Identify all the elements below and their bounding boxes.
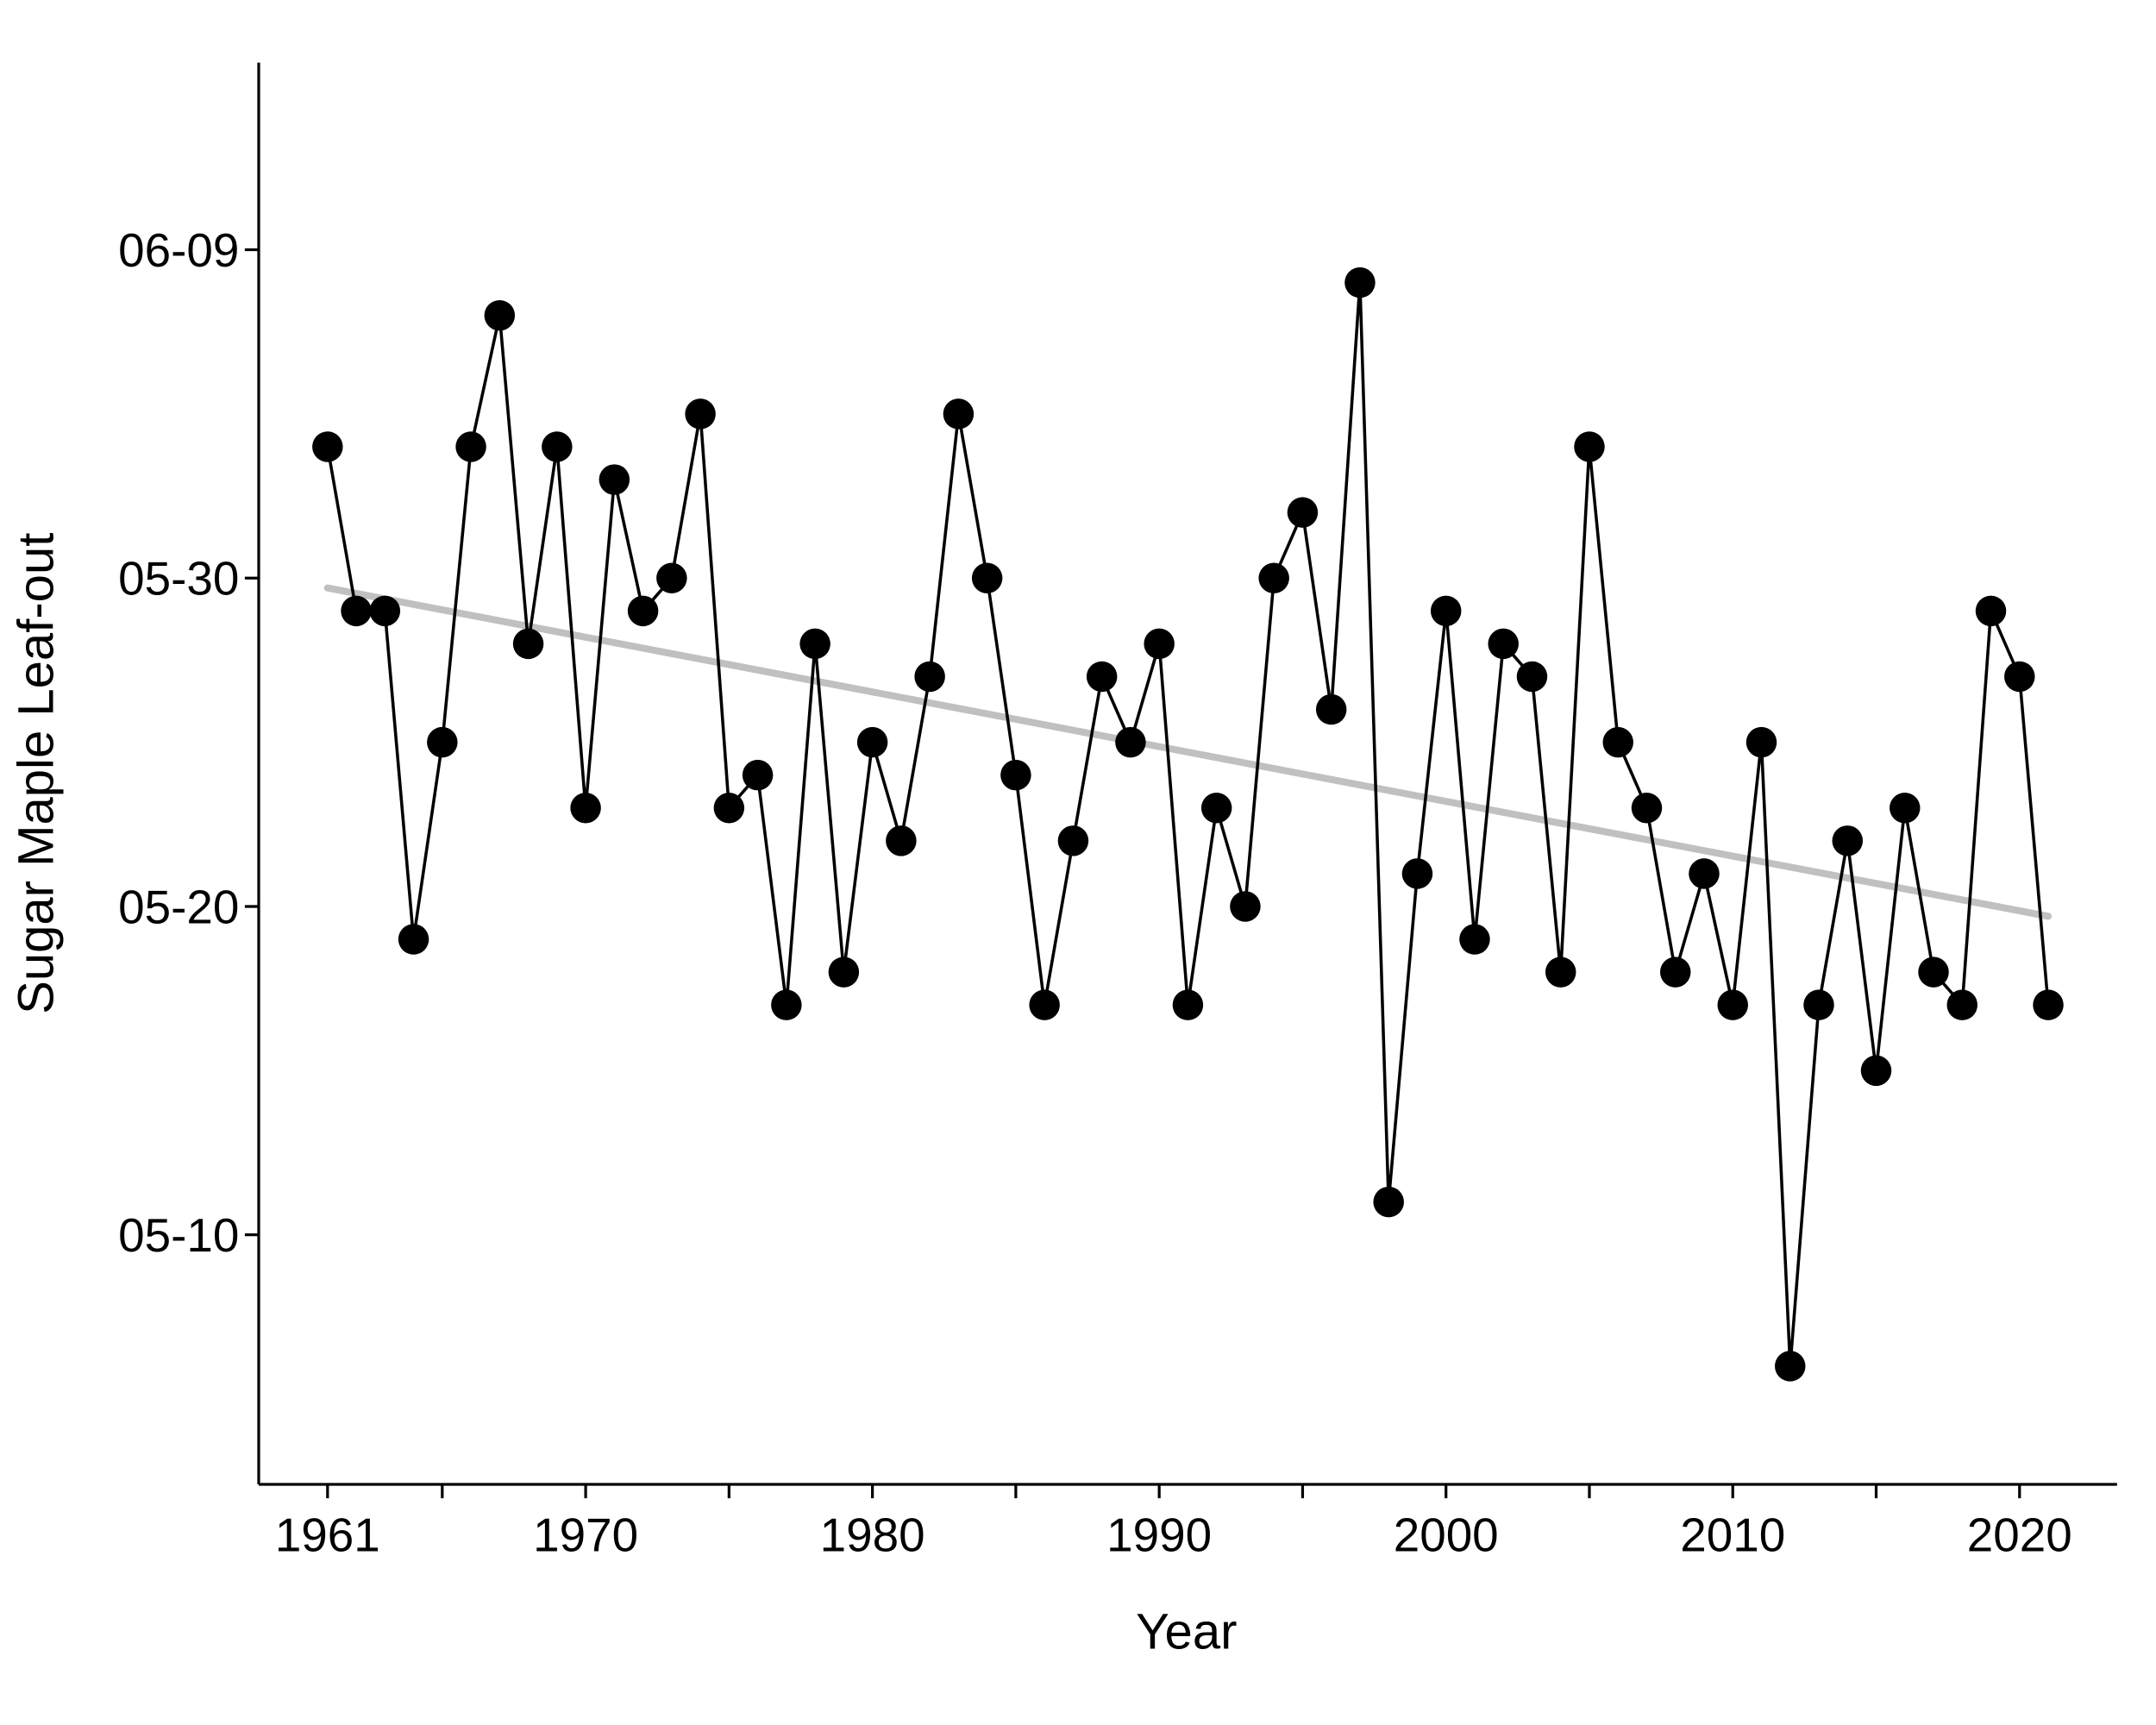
data-point xyxy=(1659,957,1691,988)
data-point xyxy=(1860,1055,1892,1087)
data-point xyxy=(1459,924,1490,955)
data-point xyxy=(1832,825,1863,856)
data-point xyxy=(886,825,917,856)
data-point xyxy=(1516,661,1548,693)
data-point xyxy=(1631,793,1663,824)
x-tick-label: 1961 xyxy=(275,1508,380,1561)
data-point xyxy=(1488,628,1519,660)
x-tick-label: 1980 xyxy=(820,1508,925,1561)
data-point xyxy=(1258,562,1289,594)
data-point xyxy=(341,595,372,627)
data-point xyxy=(685,398,716,430)
data-point xyxy=(1029,989,1060,1020)
data-point xyxy=(713,793,745,824)
data-point xyxy=(1430,595,1462,627)
data-point xyxy=(1144,628,1175,660)
data-point xyxy=(1574,431,1605,462)
data-point xyxy=(1344,267,1376,298)
data-point xyxy=(427,726,458,758)
data-point xyxy=(599,464,630,495)
data-point xyxy=(542,431,573,462)
data-point xyxy=(1890,793,1921,824)
data-point xyxy=(971,562,1003,594)
y-tick-label: 05-10 xyxy=(118,1208,239,1262)
data-point xyxy=(455,431,486,462)
data-point xyxy=(398,924,429,955)
data-point xyxy=(1946,989,1978,1020)
data-point xyxy=(1717,989,1748,1020)
series-line xyxy=(326,282,2050,1367)
data-point xyxy=(1401,858,1433,889)
axes xyxy=(257,62,2117,1486)
data-point xyxy=(2004,661,2035,693)
data-point xyxy=(1057,825,1089,856)
ticks: 1961 1970 1980 1990 2000 2010 2020 05-10 05-20 05… xyxy=(118,223,2072,1561)
data-point xyxy=(1975,595,2007,627)
data-point xyxy=(2033,989,2064,1020)
x-tick-label: 2010 xyxy=(1680,1508,1785,1561)
data-point xyxy=(943,398,975,430)
x-tick-label: 2000 xyxy=(1394,1508,1499,1561)
data-point xyxy=(312,431,343,462)
data-point xyxy=(656,562,687,594)
data-point xyxy=(742,759,774,791)
data-point xyxy=(1115,726,1146,758)
y-tick-label: 06-09 xyxy=(118,223,239,277)
trend-line xyxy=(323,584,2053,920)
x-axis-title: Year xyxy=(1136,1603,1237,1659)
y-axis-title: Sugar Maple Leaf-out xyxy=(8,533,64,1014)
data-point xyxy=(1200,793,1232,824)
data-point xyxy=(1745,726,1777,758)
data-point xyxy=(512,628,544,660)
data-point xyxy=(1803,989,1834,1020)
data-point xyxy=(1230,891,1261,922)
data-point xyxy=(771,989,802,1020)
trend-layer xyxy=(323,584,2053,920)
data-point xyxy=(369,595,401,627)
data-point xyxy=(856,726,888,758)
series-layer xyxy=(312,267,2064,1382)
data-point xyxy=(1172,989,1204,1020)
data-point xyxy=(828,957,860,988)
data-point xyxy=(1602,726,1633,758)
y-tick-label: 05-30 xyxy=(118,552,239,605)
data-point xyxy=(914,661,945,693)
data-point xyxy=(627,595,659,627)
data-point xyxy=(1689,858,1720,889)
data-point xyxy=(1315,693,1347,725)
data-point xyxy=(1918,957,1949,988)
data-point xyxy=(1000,759,1031,791)
data-point xyxy=(1775,1351,1806,1382)
data-point xyxy=(799,628,830,660)
data-point xyxy=(484,299,516,331)
y-tick-label: 05-20 xyxy=(118,880,239,933)
x-tick-label: 1970 xyxy=(533,1508,638,1561)
data-point xyxy=(1287,497,1319,528)
data-point xyxy=(1086,661,1118,693)
x-tick-label: 1990 xyxy=(1106,1508,1212,1561)
data-point xyxy=(570,793,601,824)
x-tick-label: 2020 xyxy=(1967,1508,2072,1561)
data-point xyxy=(1545,957,1576,988)
data-point xyxy=(1373,1186,1404,1218)
